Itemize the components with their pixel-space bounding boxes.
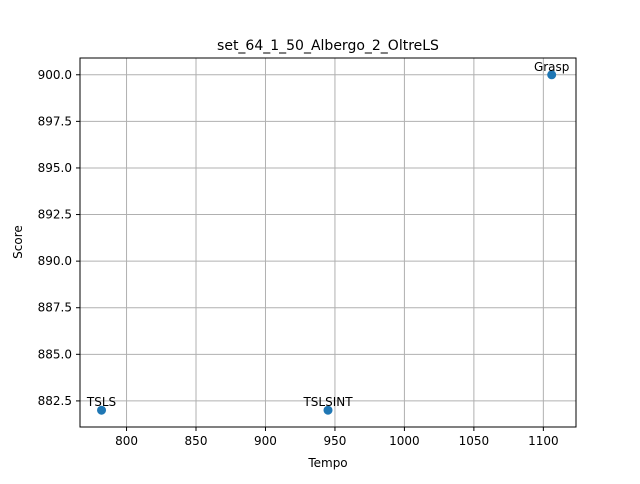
x-axis-label: Tempo [307,456,347,470]
data-point [97,405,107,415]
data-point [547,70,557,80]
x-tick-label: 1000 [389,434,420,448]
y-tick-label: 882.5 [38,394,72,408]
y-axis-label: Score [11,225,25,259]
x-tick-label: 1050 [459,434,490,448]
data-points: TSLS TSLSINT Grasp [86,60,569,415]
chart-title: set_64_1_50_Albergo_2_OltreLS [217,38,439,54]
plot-frame [79,57,577,428]
y-tick-label: 887.5 [38,301,72,315]
y-tick-label: 892.5 [38,208,72,222]
y-tick-label: 897.5 [38,114,72,128]
x-tick-label: 1100 [528,434,559,448]
x-tick-label: 900 [254,434,277,448]
grid [80,58,576,427]
x-tick-label: 800 [115,434,138,448]
data-point [323,405,333,415]
x-axis-ticks: 800 850 900 950 1000 1050 1100 [115,427,559,448]
x-tick-label: 850 [185,434,208,448]
y-tick-label: 895.0 [38,161,72,175]
point-label: TSLSINT [302,395,353,409]
point-label: Grasp [534,60,569,74]
y-tick-label: 885.0 [38,347,72,361]
x-tick-label: 950 [323,434,346,448]
y-axis-ticks: 882.5 885.0 887.5 890.0 892.5 895.0 897.5 900.0 [38,68,80,408]
point-label: TSLS [86,395,116,409]
y-tick-label: 900.0 [38,68,72,82]
y-tick-label: 890.0 [38,254,72,268]
